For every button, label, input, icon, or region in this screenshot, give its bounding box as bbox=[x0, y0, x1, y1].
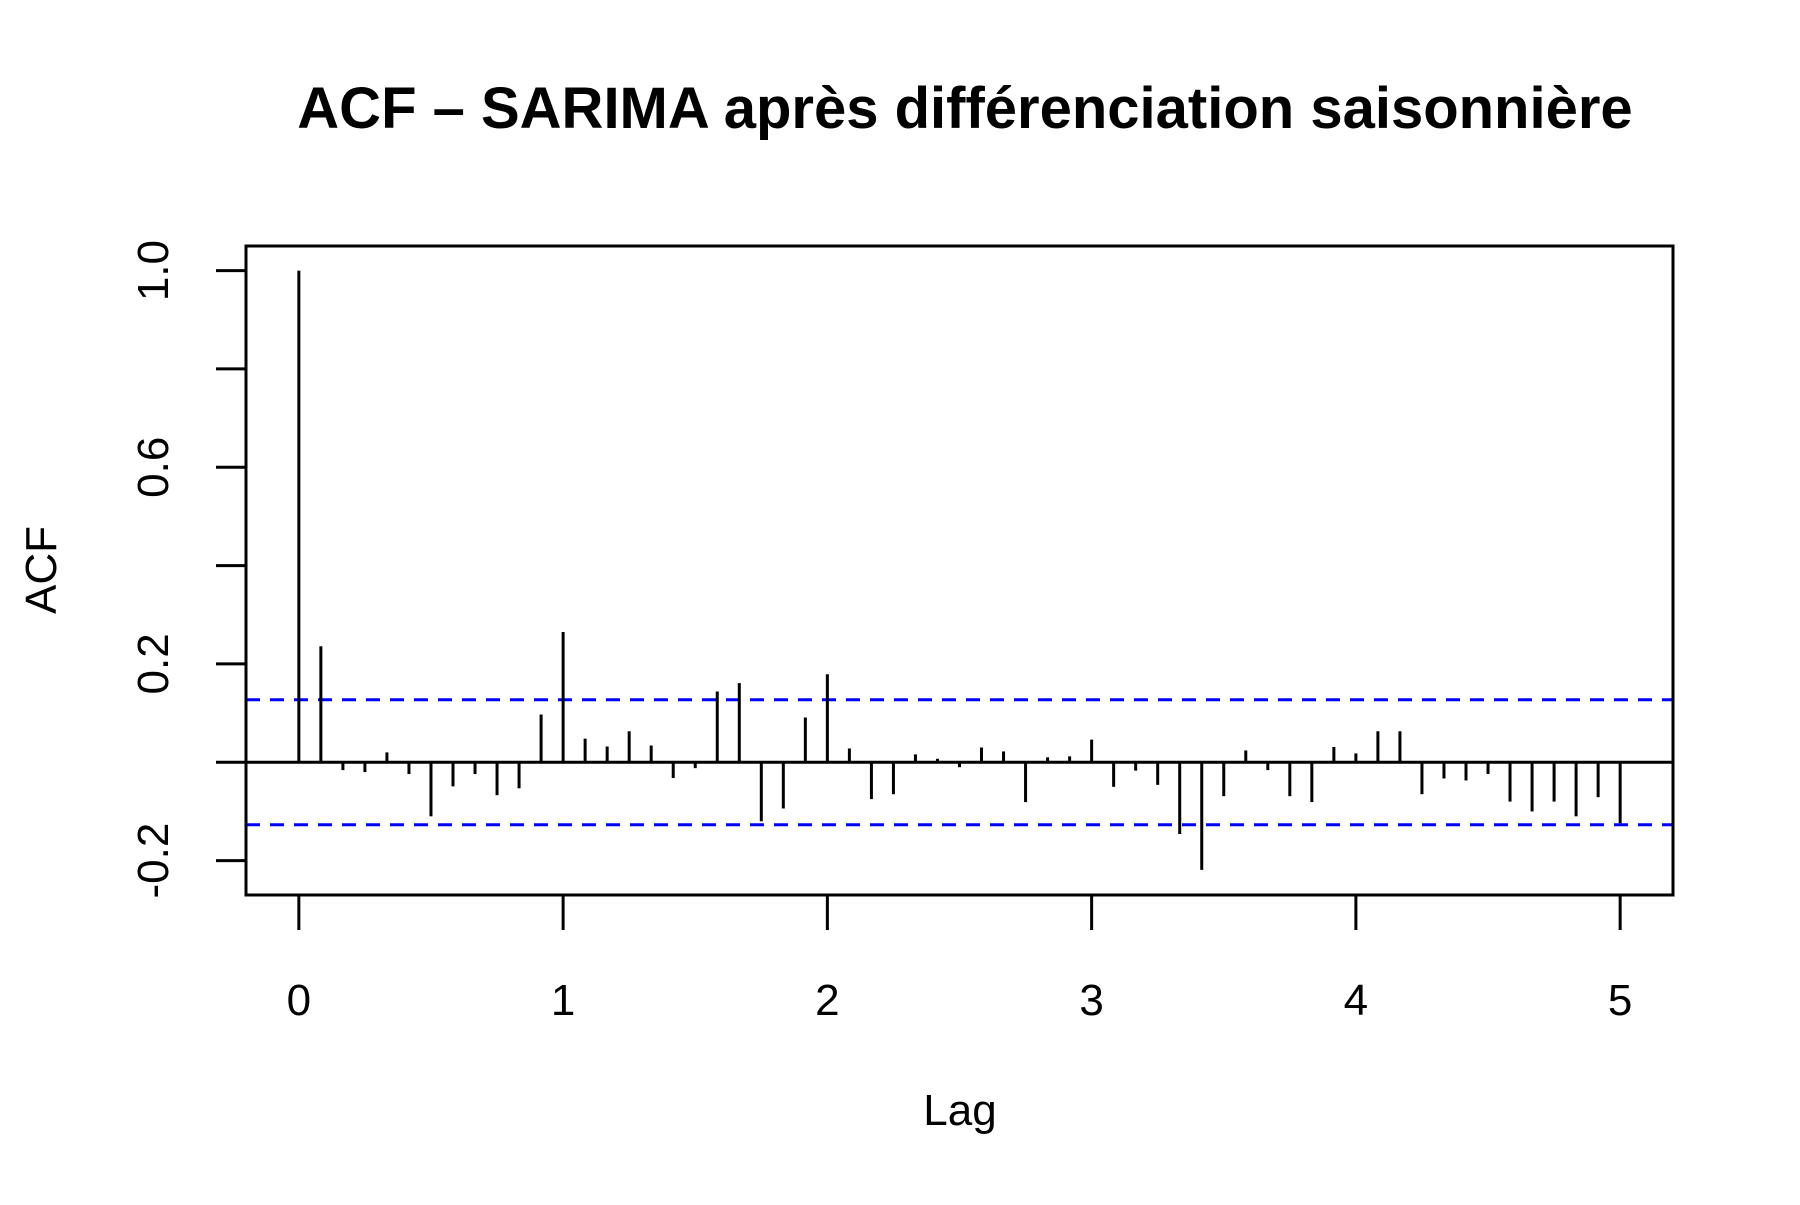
y-tick-label: 1.0 bbox=[129, 240, 178, 301]
plot-frame bbox=[244, 244, 1675, 897]
x-axis: 0 1 2 3 4 5 bbox=[287, 893, 1632, 1025]
y-axis: -0.2 0.2 0.6 1.0 bbox=[129, 240, 248, 899]
x-tick-label: 4 bbox=[1344, 976, 1368, 1025]
x-tick-label: 2 bbox=[815, 976, 839, 1025]
y-tick-label: 0.6 bbox=[129, 437, 178, 498]
x-tick-label: 5 bbox=[1608, 976, 1632, 1025]
x-axis-label: Lag bbox=[923, 1086, 996, 1135]
x-tick-label: 3 bbox=[1079, 976, 1103, 1025]
y-tick-label: -0.2 bbox=[129, 823, 178, 899]
y-tick-label: 0.2 bbox=[129, 633, 178, 694]
x-tick-label: 0 bbox=[287, 976, 311, 1025]
confidence-band-lines bbox=[246, 698, 1673, 827]
chart-title: ACF – SARIMA après différenciation saiso… bbox=[297, 76, 1632, 141]
x-tick-label: 1 bbox=[551, 976, 575, 1025]
acf-stems bbox=[297, 270, 1622, 870]
y-axis-label: ACF bbox=[17, 526, 66, 614]
